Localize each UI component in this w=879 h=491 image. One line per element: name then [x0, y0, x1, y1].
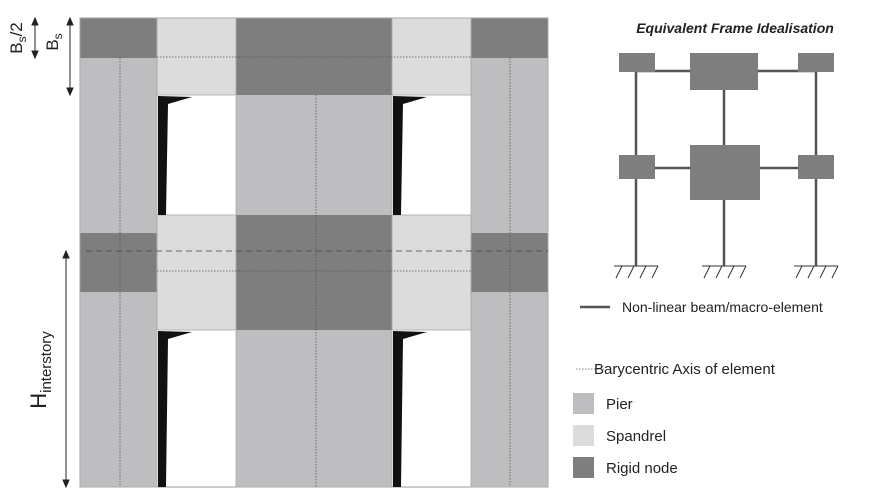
- legend-label: Non-linear beam/macro-element: [622, 299, 823, 315]
- legend: Non-linear beam/macro-element Barycentri…: [573, 299, 823, 478]
- bs-half-label: Bs/2: [7, 22, 29, 54]
- equivalent-frame: [614, 53, 839, 279]
- bs-label: Bs: [43, 33, 65, 50]
- facade: [79, 17, 549, 488]
- h-interstory-label: Hinterstory: [26, 331, 55, 409]
- legend-label: Spandrel: [606, 428, 666, 445]
- dimension-arrows: [31, 16, 74, 489]
- legend-label: Barycentric Axis of element: [594, 361, 776, 378]
- frame-title: Equivalent Frame Idealisation: [636, 20, 834, 36]
- legend-label: Pier: [606, 396, 633, 413]
- legend-label: Rigid node: [606, 460, 678, 477]
